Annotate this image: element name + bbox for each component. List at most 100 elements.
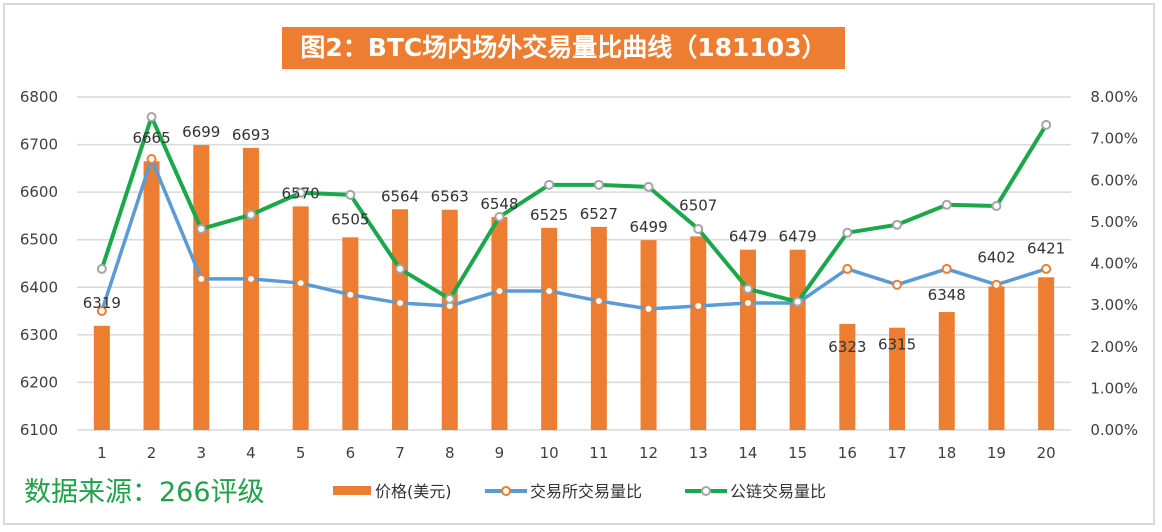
- series-marker-1: [494, 285, 505, 296]
- data-label: 6525: [530, 206, 568, 224]
- data-label: 6479: [779, 228, 817, 246]
- price-bar: [491, 216, 508, 430]
- y-right-tick: 3.00%: [1090, 296, 1138, 314]
- x-tick: 1: [97, 444, 107, 462]
- price-bar: [292, 206, 309, 430]
- series-marker-1: [1041, 263, 1052, 274]
- series-marker-2: [245, 209, 256, 220]
- x-tick: 3: [196, 444, 206, 462]
- series-marker-2: [693, 223, 704, 234]
- legend-swatch-price: [333, 486, 371, 495]
- series-marker-2: [395, 263, 406, 274]
- series-marker-2: [444, 293, 455, 304]
- y-left-tick: 6300: [20, 326, 58, 344]
- series-marker-1: [941, 263, 952, 274]
- y-left-tick: 6200: [20, 373, 58, 391]
- series-marker-2: [892, 219, 903, 230]
- series-marker-1: [742, 298, 753, 309]
- series-marker-1: [295, 278, 306, 289]
- series-marker-1: [146, 154, 157, 165]
- price-bar: [889, 327, 906, 430]
- x-tick: 11: [589, 444, 608, 462]
- data-label: 6319: [83, 294, 121, 312]
- price-bar: [640, 240, 657, 430]
- series-marker-1: [643, 303, 654, 314]
- data-label: 6564: [381, 187, 419, 205]
- x-tick: 10: [540, 444, 559, 462]
- x-tick: 18: [937, 444, 956, 462]
- x-tick: 20: [1037, 444, 1056, 462]
- data-label: 6527: [580, 205, 618, 223]
- series-marker-2: [842, 227, 853, 238]
- series-marker-2: [146, 111, 157, 122]
- data-label: 6499: [629, 218, 667, 236]
- price-bar: [988, 286, 1005, 430]
- series-marker-2: [544, 179, 555, 190]
- price-bar: [193, 145, 210, 430]
- x-tick: 6: [346, 444, 356, 462]
- x-tick: 7: [395, 444, 405, 462]
- series-marker-2: [792, 296, 803, 307]
- data-label: 6548: [480, 195, 518, 213]
- series-marker-1: [96, 305, 107, 316]
- x-tick: 16: [838, 444, 857, 462]
- y-left-tick: 6100: [20, 421, 58, 439]
- price-bar: [441, 209, 458, 430]
- data-label: 6402: [977, 248, 1015, 266]
- y-right-tick: 4.00%: [1090, 255, 1138, 273]
- x-tick: 14: [738, 444, 757, 462]
- series-marker-2: [991, 201, 1002, 212]
- x-tick: 17: [888, 444, 907, 462]
- y-right-tick: 2.00%: [1090, 338, 1138, 356]
- x-tick: 13: [689, 444, 708, 462]
- y-right-tick: 6.00%: [1090, 171, 1138, 189]
- series-marker-1: [593, 295, 604, 306]
- series-marker-1: [196, 273, 207, 284]
- series-marker-2: [643, 181, 654, 192]
- x-tick: 8: [445, 444, 455, 462]
- price-bar: [342, 237, 359, 430]
- data-label: 6348: [928, 286, 966, 304]
- chart-title: 图2：BTC场内场外交易量比曲线（181103）: [282, 27, 845, 69]
- data-label: 6479: [729, 228, 767, 246]
- data-label: 6323: [828, 338, 866, 356]
- x-tick: 2: [147, 444, 157, 462]
- data-label: 6665: [132, 129, 170, 147]
- data-label: 6315: [878, 336, 916, 354]
- x-tick: 9: [495, 444, 505, 462]
- x-tick: 12: [639, 444, 658, 462]
- legend-marker-chain: [701, 486, 711, 496]
- series-marker-2: [593, 179, 604, 190]
- series-marker-2: [96, 263, 107, 274]
- price-bar: [541, 227, 558, 430]
- series-marker-1: [245, 273, 256, 284]
- legend-price: 价格(美元): [375, 482, 452, 501]
- price-bar: [93, 325, 110, 430]
- x-tick: 15: [788, 444, 807, 462]
- price-bar: [839, 323, 856, 430]
- y-right-tick: 1.00%: [1090, 379, 1138, 397]
- price-bar: [789, 249, 806, 430]
- x-tick: 19: [987, 444, 1006, 462]
- y-left-tick: 6400: [20, 278, 58, 296]
- price-bar: [590, 226, 607, 430]
- series-marker-1: [892, 279, 903, 290]
- data-label: 6505: [331, 210, 369, 228]
- series-marker-1: [395, 298, 406, 309]
- series-marker-2: [742, 283, 753, 294]
- series-marker-1: [544, 285, 555, 296]
- series-marker-1: [693, 300, 704, 311]
- series-line-1: [100, 157, 1047, 312]
- series-marker-2: [196, 223, 207, 234]
- data-source: 数据来源：266评级: [24, 477, 265, 508]
- data-label: 6421: [1027, 239, 1065, 257]
- y-right-tick: 5.00%: [1090, 213, 1138, 231]
- legend-marker-exchange: [501, 486, 511, 496]
- data-label: 6699: [182, 123, 220, 141]
- legend-exchange: 交易所交易量比: [530, 482, 642, 501]
- y-right-tick: 8.00%: [1090, 88, 1138, 106]
- x-tick: 5: [296, 444, 306, 462]
- series-marker-2: [941, 199, 952, 210]
- price-bar: [242, 147, 259, 430]
